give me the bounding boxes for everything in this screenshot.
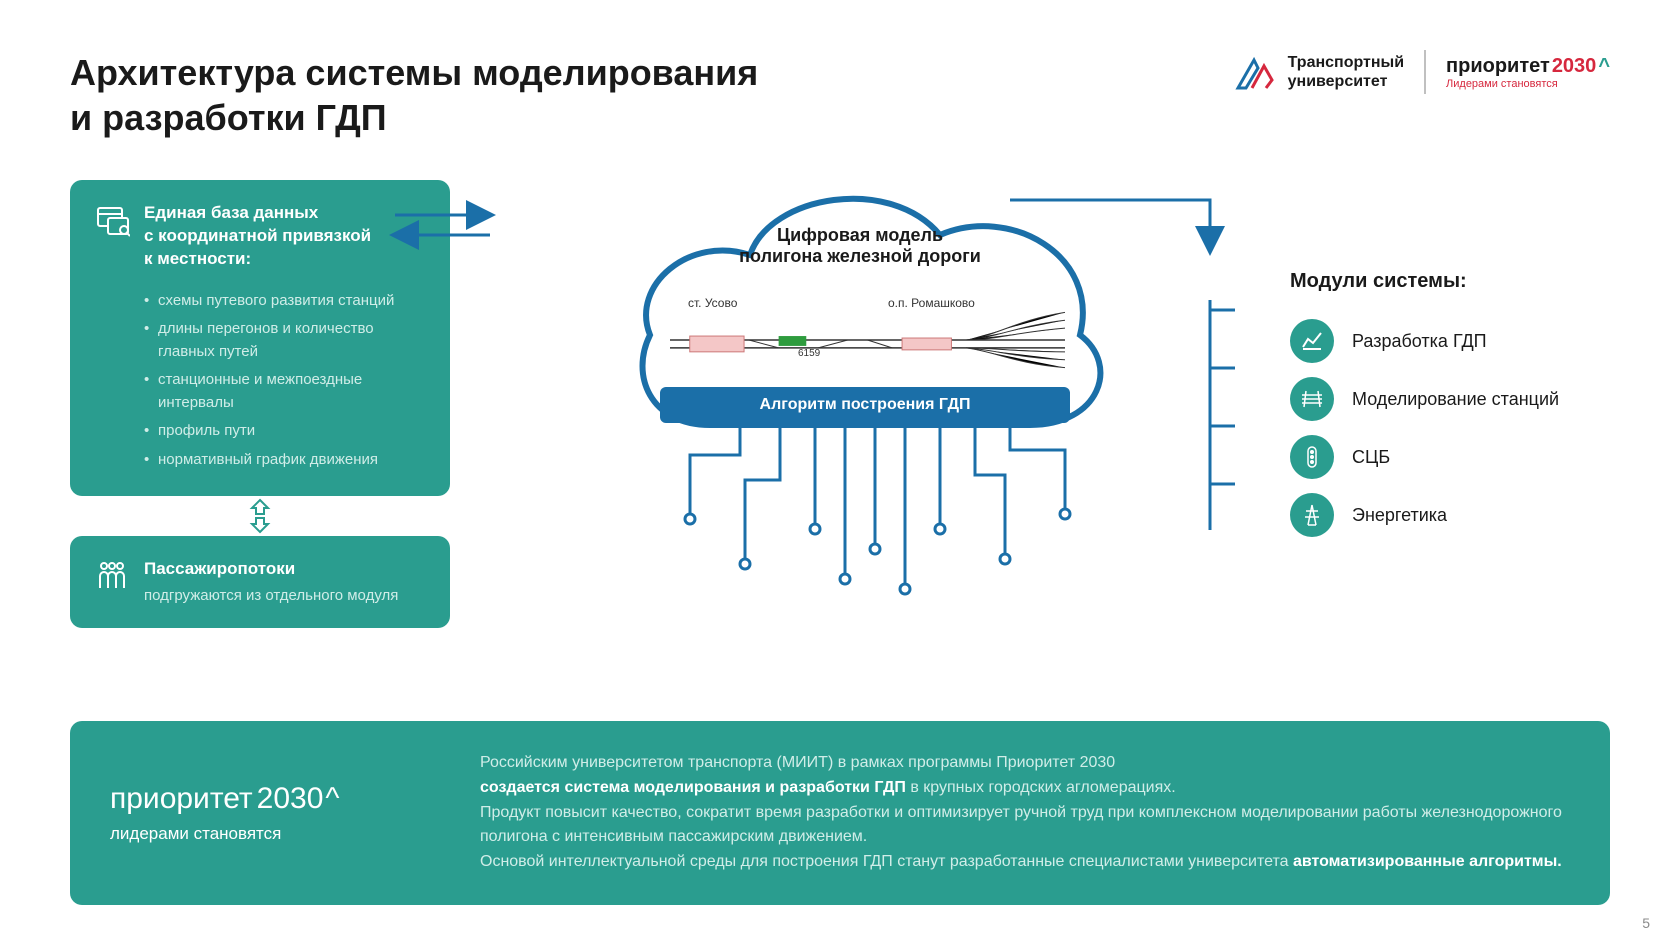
logo-priority-word: приоритет: [1446, 55, 1550, 78]
updown-arrow-icon: [240, 496, 280, 536]
list-item: нормативный график движения: [144, 446, 426, 475]
footer-logo-caret: ^: [325, 782, 339, 816]
right-column: Модули системы: Разработка ГДП Моделиров…: [1270, 180, 1610, 630]
module-label: СЦБ: [1352, 447, 1390, 468]
logos: Транспортный университет приоритет 2030 …: [1232, 50, 1610, 94]
database-icon: [94, 202, 130, 238]
page-title: Архитектура системы моделирования и разр…: [70, 50, 758, 140]
logo-transport-text: Транспортный университет: [1288, 53, 1404, 91]
signal-icon: [1290, 435, 1334, 479]
module-stations: Моделирование станций: [1290, 377, 1610, 421]
module-label: Энергетика: [1352, 505, 1447, 526]
logo-priority: приоритет 2030 ^ Лидерами становятся: [1446, 55, 1610, 90]
module-label: Моделирование станций: [1352, 389, 1559, 410]
list-item: схемы путевого развития станций: [144, 287, 426, 316]
database-heading: Единая база данных с координатной привяз…: [144, 202, 371, 271]
transport-logo-icon: [1232, 50, 1276, 94]
module-gdp: Разработка ГДП: [1290, 319, 1610, 363]
footer-logo-slogan: лидерами становятся: [110, 824, 440, 844]
modules-heading: Модули системы:: [1290, 270, 1610, 293]
passengers-heading: Пассажиропотоки: [144, 558, 398, 581]
module-label: Разработка ГДП: [1352, 331, 1487, 352]
railway-schematic: ст. Усово о.п. Ромашково 6159: [670, 300, 1065, 380]
people-icon: [94, 558, 130, 594]
footer-banner: приоритет 2030 ^ лидерами становятся Рос…: [70, 721, 1610, 905]
cloud-title: Цифровая модель полигона железной дороги: [680, 225, 1040, 267]
left-column: Единая база данных с координатной привяз…: [70, 180, 450, 630]
list-item: профиль пути: [144, 417, 426, 446]
footer-line1c: в крупных городских агломерациях.: [906, 779, 1176, 796]
footer-line3a: Основой интеллектуальной среды для постр…: [480, 853, 1293, 870]
km-label: 6159: [798, 348, 820, 359]
footer-logo-year: 2030: [257, 782, 324, 816]
algo-bar: Алгоритм построения ГДП: [660, 387, 1070, 423]
chart-icon: [1290, 319, 1334, 363]
footer-logo-word: приоритет: [110, 782, 253, 816]
tracks-icon: [1290, 377, 1334, 421]
station1-label: ст. Усово: [688, 296, 737, 310]
logo-transport: Транспортный университет: [1232, 50, 1404, 94]
logo-priority-caret: ^: [1598, 55, 1610, 78]
database-card: Единая база данных с координатной привяз…: [70, 180, 450, 496]
logo-priority-slogan: Лидерами становятся: [1446, 78, 1610, 90]
passengers-card: Пассажиропотоки подгружаются из отдельно…: [70, 536, 450, 628]
list-item: длины перегонов и количество главных пут…: [144, 315, 426, 366]
footer-logo: приоритет 2030 ^ лидерами становятся: [110, 751, 440, 875]
footer-line1a: Российским университетом транспорта (МИИ…: [480, 754, 1115, 771]
main-diagram: Единая база данных с координатной привяз…: [0, 140, 1680, 630]
page-number: 5: [1642, 915, 1650, 931]
pylon-icon: [1290, 493, 1334, 537]
module-scb: СЦБ: [1290, 435, 1610, 479]
footer-line2: Продукт повысит качество, сократит время…: [480, 804, 1562, 846]
module-energy: Энергетика: [1290, 493, 1610, 537]
cloud: Цифровая модель полигона железной дороги…: [590, 165, 1130, 630]
passengers-sub: подгружаются из отдельного модуля: [144, 585, 398, 606]
header: Архитектура системы моделирования и разр…: [0, 0, 1680, 140]
logo-priority-year: 2030: [1552, 55, 1597, 78]
list-item: станционные и межпоездные интервалы: [144, 366, 426, 417]
footer-line3b: автоматизированные алгоритмы.: [1293, 853, 1562, 870]
center-column: Цифровая модель полигона железной дороги…: [450, 180, 1270, 630]
database-list: схемы путевого развития станций длины пе…: [94, 287, 426, 475]
logo-separator: [1424, 50, 1426, 94]
footer-line1b: создается система моделирования и разраб…: [480, 779, 906, 796]
station2-label: о.п. Ромашково: [888, 296, 975, 310]
footer-text: Российским университетом транспорта (МИИ…: [480, 751, 1570, 875]
updown-connector: [70, 496, 450, 536]
